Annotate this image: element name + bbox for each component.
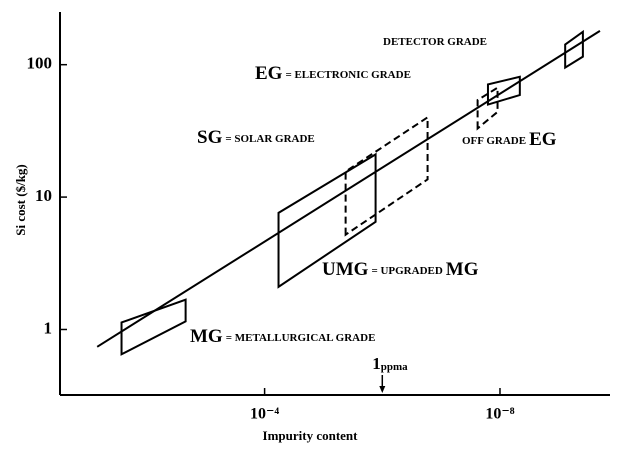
grade-label: DETECTOR GRADE [383, 36, 487, 48]
grade-label-part: SG [197, 127, 223, 148]
grade-label-part: OFF GRADE [462, 135, 526, 147]
grade-label-part: = UPGRADED [371, 265, 442, 277]
grade-label: MG = METALLURGICAL GRADE [190, 326, 375, 347]
grade-label: EG = ELECTRONIC GRADE [255, 63, 411, 84]
x-tick-label: 10⁻⁴ [250, 406, 279, 423]
annotation-part: ppma [381, 361, 408, 373]
grade-region [344, 115, 429, 237]
grade-region [277, 152, 377, 289]
annotation-part: 1 [372, 354, 381, 373]
x-axis-label: Impurity content [263, 428, 359, 443]
grade-label-part: = ELECTRONIC GRADE [285, 69, 410, 81]
grade-region [564, 29, 584, 70]
annotation-arrowhead [379, 386, 386, 393]
grade-region [486, 75, 521, 106]
grade-label-part: MG [190, 326, 223, 347]
trend-line [96, 30, 601, 348]
grade-label-part: DETECTOR GRADE [383, 36, 487, 48]
grade-label: OFF GRADE EG [462, 129, 557, 150]
grade-label-part: UMG [322, 259, 369, 280]
grade-label-part: = SOLAR GRADE [225, 133, 314, 145]
y-axis-label: Si cost ($/kg) [13, 164, 28, 236]
x-tick-label: 10⁻⁸ [485, 406, 514, 423]
grade-label-part: MG [446, 259, 479, 280]
grade-label-part: = METALLURGICAL GRADE [226, 332, 376, 344]
y-tick-label: 1 [44, 318, 53, 337]
y-tick-label: 100 [27, 54, 53, 73]
grade-label-part: EG [529, 129, 557, 150]
annotation: 1ppma [372, 354, 408, 373]
y-tick-label: 10 [35, 186, 52, 205]
grade-label: UMG = UPGRADED MG [322, 259, 479, 280]
grade-label-part: EG [255, 63, 283, 84]
grade-label: SG = SOLAR GRADE [197, 127, 315, 148]
grade-region [120, 298, 187, 356]
